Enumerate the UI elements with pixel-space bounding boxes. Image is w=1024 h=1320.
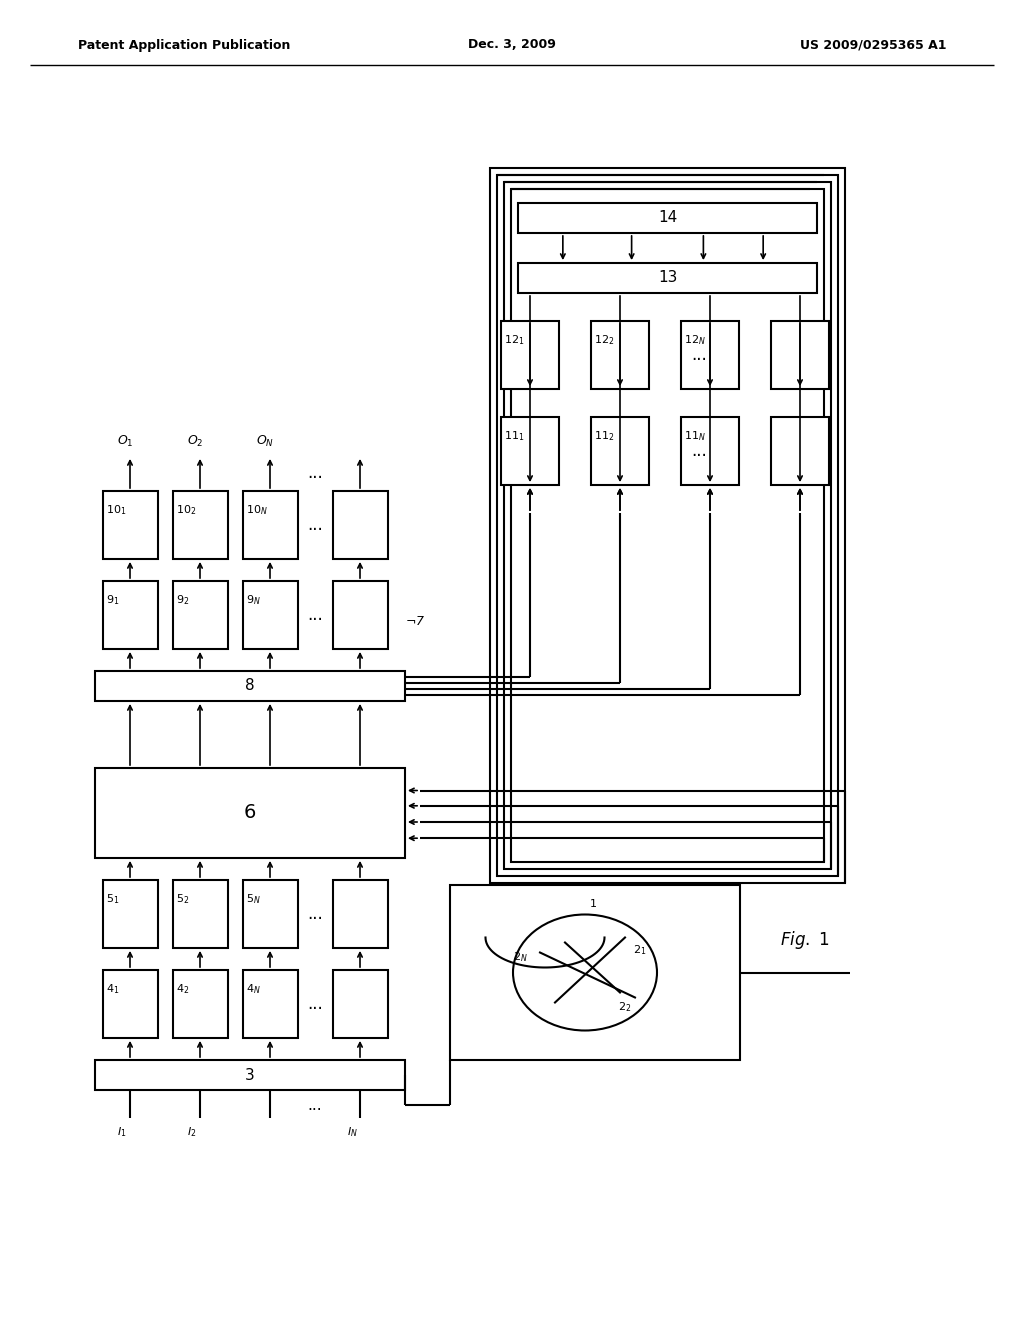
- Text: $11_1$: $11_1$: [504, 429, 524, 442]
- Text: US 2009/0295365 A1: US 2009/0295365 A1: [800, 38, 946, 51]
- Bar: [771, 321, 829, 389]
- Text: $O_N$: $O_N$: [256, 434, 274, 449]
- Text: $5_2$: $5_2$: [176, 892, 189, 906]
- Text: $I_N$: $I_N$: [346, 1125, 357, 1139]
- Bar: [681, 321, 739, 389]
- Text: ...: ...: [691, 346, 707, 364]
- Text: 13: 13: [657, 271, 677, 285]
- Bar: [95, 768, 406, 858]
- Bar: [333, 581, 388, 649]
- Bar: [173, 491, 228, 558]
- Text: $2_2$: $2_2$: [618, 1001, 632, 1014]
- Bar: [518, 263, 817, 293]
- Bar: [95, 671, 406, 701]
- Bar: [501, 321, 559, 389]
- Text: $10_2$: $10_2$: [176, 503, 197, 517]
- Bar: [771, 417, 829, 484]
- Text: 6: 6: [244, 804, 256, 822]
- Bar: [504, 182, 831, 869]
- Text: $9_N$: $9_N$: [246, 593, 261, 607]
- Bar: [95, 1060, 406, 1090]
- Bar: [497, 176, 838, 876]
- Text: Patent Application Publication: Patent Application Publication: [78, 38, 291, 51]
- Bar: [243, 880, 298, 948]
- Bar: [103, 491, 158, 558]
- Text: $11_2$: $11_2$: [594, 429, 614, 442]
- Bar: [591, 321, 649, 389]
- Bar: [490, 168, 845, 883]
- Text: $I_1$: $I_1$: [117, 1125, 127, 1139]
- Bar: [591, 417, 649, 484]
- Bar: [243, 581, 298, 649]
- Text: $4_1$: $4_1$: [106, 982, 120, 995]
- Text: $I_2$: $I_2$: [187, 1125, 197, 1139]
- Bar: [333, 880, 388, 948]
- Text: $2_N$: $2_N$: [513, 950, 527, 965]
- Bar: [450, 884, 740, 1060]
- Text: $11_N$: $11_N$: [684, 429, 706, 442]
- Text: ...: ...: [307, 606, 323, 624]
- Bar: [173, 880, 228, 948]
- Bar: [173, 970, 228, 1038]
- Text: $5_1$: $5_1$: [106, 892, 120, 906]
- Text: $Fig.$ $1$: $Fig.$ $1$: [780, 929, 829, 950]
- Bar: [173, 581, 228, 649]
- Text: $4_N$: $4_N$: [246, 982, 261, 995]
- Bar: [103, 970, 158, 1038]
- Bar: [511, 189, 824, 862]
- Text: ...: ...: [307, 995, 323, 1012]
- Bar: [681, 417, 739, 484]
- Text: $4_2$: $4_2$: [176, 982, 189, 995]
- Text: $O_2$: $O_2$: [186, 434, 203, 449]
- Bar: [501, 417, 559, 484]
- Text: $12_1$: $12_1$: [504, 333, 524, 347]
- Text: ...: ...: [307, 516, 323, 535]
- Text: $10_N$: $10_N$: [246, 503, 268, 517]
- Text: $2_1$: $2_1$: [633, 944, 647, 957]
- Bar: [243, 970, 298, 1038]
- Text: $O_1$: $O_1$: [117, 434, 133, 449]
- Text: $9_2$: $9_2$: [176, 593, 189, 607]
- Bar: [103, 880, 158, 948]
- Bar: [103, 581, 158, 649]
- Text: ...: ...: [307, 465, 323, 482]
- Bar: [243, 491, 298, 558]
- Text: $\mathsf{\neg}$7: $\mathsf{\neg}$7: [406, 615, 425, 628]
- Text: ...: ...: [307, 1097, 323, 1113]
- Text: 14: 14: [657, 210, 677, 226]
- Bar: [333, 491, 388, 558]
- Text: $1$: $1$: [589, 898, 597, 909]
- Text: $9_1$: $9_1$: [106, 593, 120, 607]
- Text: $10_1$: $10_1$: [106, 503, 127, 517]
- Text: $12_N$: $12_N$: [684, 333, 706, 347]
- Text: ...: ...: [691, 442, 707, 459]
- Text: 3: 3: [245, 1068, 255, 1082]
- Bar: [518, 203, 817, 234]
- Text: ...: ...: [307, 906, 323, 923]
- Text: 8: 8: [245, 678, 255, 693]
- Bar: [333, 970, 388, 1038]
- Text: Dec. 3, 2009: Dec. 3, 2009: [468, 38, 556, 51]
- Text: $12_2$: $12_2$: [594, 333, 614, 347]
- Text: $5_N$: $5_N$: [246, 892, 261, 906]
